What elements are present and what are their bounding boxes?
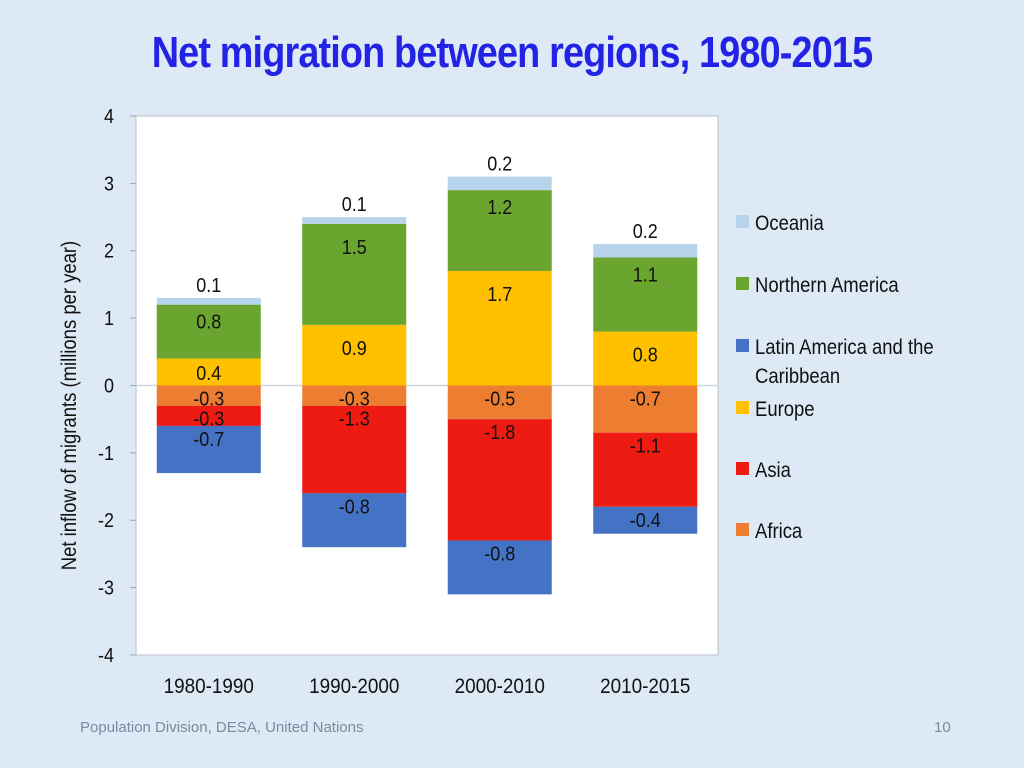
data-label: -0.3 <box>193 409 224 431</box>
y-tick-label: -2 <box>98 510 114 532</box>
data-label: 1.1 <box>633 265 658 287</box>
bar-segment <box>156 304 261 359</box>
legend-label: Asia <box>755 459 791 482</box>
x-category-label: 2010-2015 <box>600 675 690 698</box>
legend-label: Caribbean <box>755 365 840 388</box>
legend-label: Africa <box>755 520 802 543</box>
data-label: 1.2 <box>487 197 512 219</box>
data-label: 0.1 <box>342 194 367 216</box>
data-label: 0.9 <box>342 338 367 360</box>
bar-segment <box>447 270 552 386</box>
data-labels: 0.40.80.1-0.3-0.3-0.70.91.50.1-0.3-1.3-0… <box>193 154 661 566</box>
footer-source: Population Division, DESA, United Nation… <box>80 719 364 736</box>
bar-segment <box>302 223 407 325</box>
data-label: -0.7 <box>193 429 224 451</box>
data-label: 0.2 <box>487 154 512 176</box>
legend-swatch <box>736 277 749 290</box>
bar-segment <box>593 385 698 433</box>
bar-segments <box>156 176 698 595</box>
bar-segment <box>156 297 261 305</box>
data-label: 1.7 <box>487 284 512 306</box>
y-tick-label: 1 <box>104 308 114 330</box>
data-label: -0.8 <box>484 544 515 566</box>
y-tick-label: -1 <box>98 443 114 465</box>
data-label: -1.1 <box>630 436 661 458</box>
bar-segment <box>447 176 552 191</box>
y-tick-label: 4 <box>104 106 114 128</box>
legend-label: Latin America and the <box>755 336 934 359</box>
x-category-label: 2000-2010 <box>455 675 545 698</box>
bar-segment <box>593 257 698 332</box>
legend-label: Europe <box>755 398 815 421</box>
legend-swatch <box>736 401 749 414</box>
bar-segment <box>302 405 407 494</box>
legend-swatch <box>736 462 749 475</box>
legend-swatch <box>736 339 749 352</box>
bar-segment <box>447 540 552 595</box>
y-tick-label: -3 <box>98 578 114 600</box>
bar-segment <box>447 190 552 271</box>
bar-segment <box>593 506 698 534</box>
y-tick-label: -4 <box>98 645 114 667</box>
x-category-label: 1990-2000 <box>309 675 399 698</box>
bar-segment <box>593 331 698 386</box>
y-tick-label: 3 <box>104 174 114 196</box>
legend-label: Oceania <box>755 212 824 235</box>
data-label: -0.3 <box>193 389 224 411</box>
legend-item: Oceania <box>736 212 824 235</box>
bar-segment <box>156 425 261 474</box>
bar-segment <box>156 385 261 406</box>
data-label: 0.1 <box>196 275 221 297</box>
data-label: -0.7 <box>630 389 661 411</box>
bar-segment <box>156 358 261 386</box>
legend-swatch <box>736 523 749 536</box>
bar-segment <box>302 217 407 224</box>
data-label: 0.8 <box>633 345 658 367</box>
bar-segment <box>302 493 407 548</box>
bar-segment <box>302 324 407 386</box>
x-category-label: 1980-1990 <box>164 675 254 698</box>
data-label: 0.8 <box>196 312 221 334</box>
legend-label: Northern America <box>755 274 899 297</box>
data-label: 1.5 <box>342 237 367 259</box>
data-label: -0.8 <box>339 496 370 518</box>
data-label: -0.3 <box>339 389 370 411</box>
bar-segment <box>447 419 552 541</box>
page-number: 10 <box>934 719 951 736</box>
legend-item: Latin America and the Caribbean <box>736 336 934 388</box>
legend-item: Northern America <box>736 274 899 297</box>
legend-item: Africa <box>736 520 802 543</box>
bar-segment <box>156 405 261 426</box>
data-label: -0.4 <box>630 510 661 532</box>
data-label: -0.5 <box>484 389 515 411</box>
bar-segment <box>593 244 698 258</box>
axes: 4 3 2 1 0 -1 -2 -3 -4 Net inflow of migrants (mil… <box>58 106 690 698</box>
data-label: -1.8 <box>484 422 515 444</box>
y-tick-label: 0 <box>104 376 114 398</box>
data-label: 0.2 <box>633 221 658 243</box>
slide-title: Net migration between regions, 1980-2015 <box>151 28 873 77</box>
bar-segment <box>302 385 407 406</box>
data-label: -1.3 <box>339 409 370 431</box>
legend-item: Asia <box>736 459 791 482</box>
y-tick-label: 2 <box>104 241 114 263</box>
legend: Oceania Northern America Latin America and… <box>736 212 934 543</box>
data-label: 0.4 <box>196 363 221 385</box>
legend-item: Europe <box>736 398 815 421</box>
y-axis-label: Net inflow of migrants (millions per yea… <box>58 241 81 570</box>
bar-segment <box>593 432 698 507</box>
bar-segment <box>447 385 552 420</box>
legend-swatch <box>736 215 749 228</box>
